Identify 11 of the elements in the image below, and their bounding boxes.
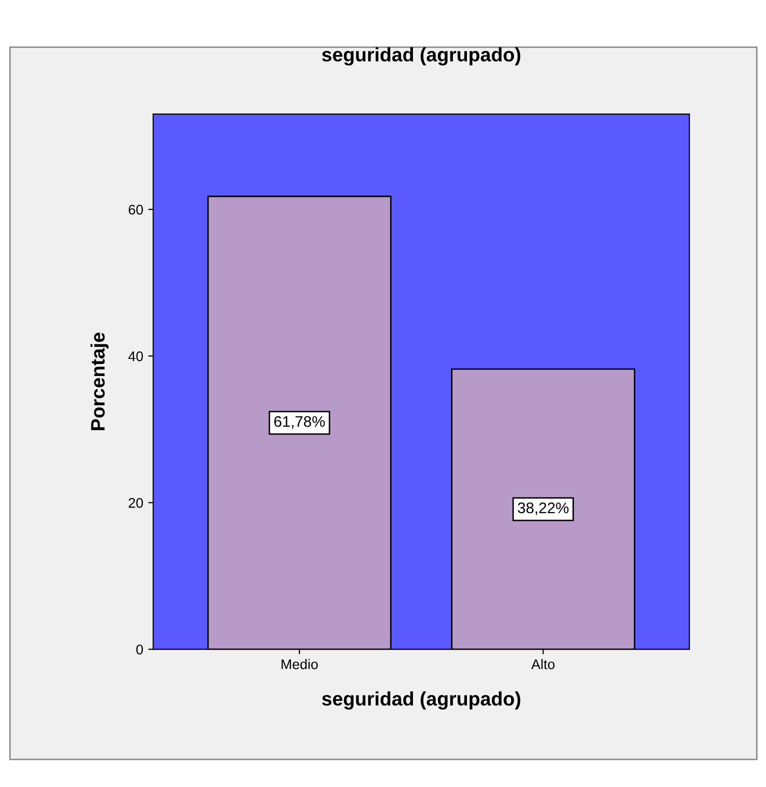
x-tick-label: Alto bbox=[531, 658, 555, 670]
x-axis-title: seguridad (agrupado) bbox=[322, 691, 520, 710]
data-label: 38,22% bbox=[518, 502, 569, 516]
y-tick-label: 60 bbox=[128, 204, 143, 215]
x-tick-label: Medio bbox=[282, 658, 318, 670]
chart-title: seguridad (agrupado) bbox=[322, 47, 520, 66]
y-tick-label: 20 bbox=[128, 498, 143, 508]
data-label: 61,78% bbox=[274, 416, 325, 429]
y-tick-label: 40 bbox=[128, 351, 143, 362]
y-axis-title: Porcentaje bbox=[90, 332, 109, 430]
y-tick-label: 0 bbox=[136, 644, 143, 654]
